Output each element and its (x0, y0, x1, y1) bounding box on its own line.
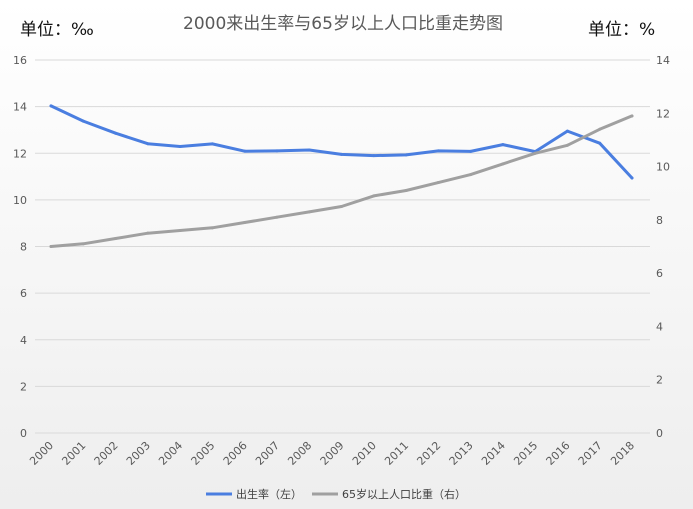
right-tick-label: 12 (656, 107, 670, 120)
x-tick-label: 2001 (59, 439, 88, 468)
data-point (243, 149, 247, 153)
x-tick-label: 2011 (382, 439, 411, 468)
data-point (275, 149, 279, 153)
data-point (340, 152, 343, 156)
x-tick-label: 2016 (544, 439, 573, 468)
x-tick-label: 2013 (447, 439, 476, 468)
data-point (404, 189, 408, 193)
data-point (436, 149, 440, 153)
data-point (501, 143, 505, 147)
right-tick-label: 14 (656, 54, 670, 67)
data-point (146, 231, 150, 235)
right-tick-label: 2 (656, 374, 663, 387)
data-point (436, 181, 440, 185)
data-point (372, 154, 376, 158)
data-point (469, 173, 473, 177)
data-point (210, 226, 214, 230)
data-point (49, 245, 53, 248)
left-tick-label: 0 (20, 427, 27, 440)
data-point (630, 114, 634, 118)
data-point (49, 104, 53, 108)
left-tick-label: 2 (20, 380, 27, 393)
right-tick-label: 4 (656, 320, 663, 333)
left-tick-label: 14 (13, 101, 27, 114)
x-tick-label: 2018 (608, 439, 637, 468)
x-tick-label: 2002 (92, 439, 121, 468)
left-y-axis: 0 2 4 6 8 10 12 14 16 (13, 54, 27, 440)
birth-rate-line (49, 104, 634, 180)
data-point (598, 141, 602, 145)
data-point (565, 129, 569, 133)
data-point (146, 142, 150, 146)
x-tick-label: 2005 (189, 439, 218, 468)
data-point (178, 229, 182, 233)
x-tick-label: 2004 (156, 439, 185, 468)
gridlines (35, 59, 650, 434)
x-tick-label: 2012 (414, 439, 443, 468)
data-point (114, 237, 118, 241)
data-point (469, 149, 473, 153)
x-tick-label: 2007 (253, 439, 282, 468)
x-tick-label: 2006 (221, 439, 250, 468)
right-tick-label: 6 (656, 267, 663, 280)
data-point (81, 119, 85, 123)
data-point (114, 131, 118, 135)
x-tick-label: 2010 (350, 439, 379, 468)
data-point (81, 242, 85, 246)
right-tick-label: 8 (656, 214, 663, 227)
data-point (630, 176, 634, 180)
data-point (565, 143, 569, 147)
data-point (372, 194, 376, 198)
left-tick-label: 16 (13, 54, 27, 67)
data-point (307, 148, 311, 152)
data-point (598, 127, 602, 131)
legend-label: 出生率（左） (236, 487, 302, 501)
right-y-axis: 0 2 4 6 8 10 12 14 (656, 54, 670, 440)
x-axis: 2000 2001 2002 2003 2004 2005 2006 2007 2008 2009… (27, 439, 637, 468)
legend: 出生率（左） 65岁以上人口比重（右） (206, 487, 466, 501)
legend-label: 65岁以上人口比重（右） (342, 487, 466, 501)
series-lines (49, 104, 634, 248)
left-tick-label: 4 (20, 334, 27, 347)
right-axis-unit: 单位：% (588, 20, 655, 40)
elderly-share-line (49, 114, 634, 248)
right-tick-label: 10 (656, 161, 670, 174)
left-axis-unit: 单位：‰ (20, 20, 94, 40)
right-tick-label: 0 (656, 427, 663, 440)
data-point (178, 144, 182, 148)
x-tick-label: 2015 (511, 439, 540, 468)
x-tick-label: 2009 (318, 439, 347, 468)
left-tick-label: 6 (20, 287, 27, 300)
x-tick-label: 2017 (576, 439, 605, 468)
left-tick-label: 10 (13, 194, 27, 207)
data-point (501, 162, 505, 166)
data-point (243, 221, 247, 225)
x-tick-label: 2014 (479, 439, 508, 468)
data-point (404, 153, 408, 157)
left-tick-label: 8 (20, 241, 27, 254)
data-point (210, 142, 214, 146)
x-tick-label: 2003 (124, 439, 153, 468)
left-tick-label: 12 (13, 147, 27, 160)
data-point (275, 215, 279, 219)
x-tick-label: 2000 (27, 439, 56, 468)
chart-title: 2000来出生率与65岁以上人口比重走势图 (183, 14, 503, 34)
data-point (533, 151, 537, 155)
data-point (307, 210, 311, 214)
x-tick-label: 2008 (285, 439, 314, 468)
data-point (340, 205, 343, 209)
